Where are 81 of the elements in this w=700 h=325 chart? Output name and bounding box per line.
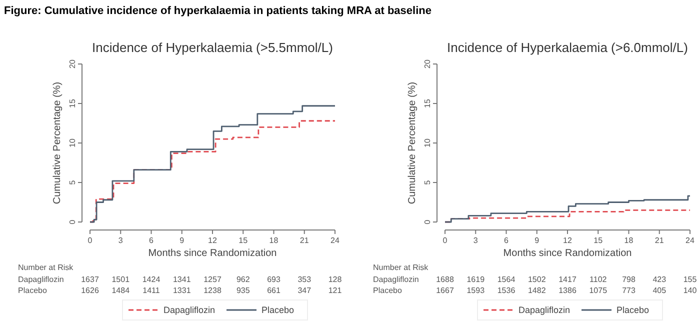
x-tick-label: 3 — [473, 236, 478, 245]
y-tick-label: 5 — [423, 180, 432, 185]
y-tick-label: 20 — [68, 59, 77, 68]
text: 353 — [298, 275, 312, 284]
x-tick-label: 24 — [686, 236, 695, 245]
text: 1238 — [204, 286, 222, 295]
text: 693 — [267, 275, 281, 284]
text: 1424 — [142, 275, 161, 284]
y-tick-label: 15 — [423, 98, 432, 108]
text: 140 — [683, 286, 698, 295]
y-tick-label: 15 — [68, 98, 77, 108]
y-axis-title: Cumulative Percentage (%) — [407, 82, 418, 204]
legend-label: Dapagliflozin — [164, 305, 216, 315]
x-tick-label: 6 — [149, 236, 154, 245]
y-tick-label: 10 — [68, 138, 77, 148]
text: 1502 — [528, 275, 546, 284]
text: 962 — [236, 275, 250, 284]
text: 1564 — [497, 275, 516, 284]
text: 128 — [328, 275, 342, 284]
text: 935 — [236, 286, 250, 295]
x-tick-label: 0 — [88, 236, 93, 245]
x-tick-label: 18 — [624, 236, 634, 245]
text: 121 — [328, 286, 342, 295]
x-tick-label: 18 — [269, 236, 279, 245]
y-tick-label: 0 — [423, 219, 432, 224]
text: 1619 — [466, 275, 486, 284]
x-tick-label: 21 — [654, 236, 664, 245]
text: Dapagliflozin — [373, 275, 419, 284]
x-tick-label: 9 — [180, 236, 185, 245]
text: 1536 — [497, 286, 516, 295]
legend-label: Dapagliflozin — [518, 305, 570, 315]
text: 1688 — [436, 275, 454, 284]
x-tick-label: 21 — [300, 236, 310, 245]
y-axis-title: Cumulative Percentage (%) — [52, 82, 63, 204]
legend-label: Placebo — [616, 305, 650, 315]
text: Figure: Cumulative incidence of hyperkalaemia in patients taking MRA at baseline — [4, 5, 432, 17]
x-tick-label: 12 — [563, 236, 572, 245]
text: 1626 — [81, 286, 100, 295]
text: 773 — [622, 286, 636, 295]
text: 1667 — [436, 286, 454, 295]
text: Number at Risk — [373, 263, 430, 272]
text: 1386 — [558, 286, 577, 295]
text: Placebo — [373, 286, 402, 295]
text: 155 — [683, 275, 698, 284]
text: 1102 — [590, 275, 608, 284]
text: 423 — [652, 275, 667, 284]
y-tick-label: 10 — [423, 138, 432, 148]
text: 1501 — [112, 275, 130, 284]
text: Number at Risk — [18, 263, 74, 272]
text: 798 — [622, 275, 636, 284]
text: 1257 — [204, 275, 222, 284]
chart-title: Incidence of Hyperkalaemia (>5.5mmol/L) — [92, 40, 333, 55]
chart-title: Incidence of Hyperkalaemia (>6.0mmol/L) — [447, 40, 688, 55]
text: 1637 — [81, 275, 100, 284]
y-tick-label: 20 — [423, 59, 432, 68]
x-axis-title: Months since Randomization — [148, 248, 277, 259]
text: 1417 — [558, 275, 577, 284]
x-tick-label: 3 — [118, 236, 124, 245]
text: 405 — [652, 286, 667, 295]
legend-label: Placebo — [262, 305, 294, 315]
x-tick-label: 12 — [208, 236, 218, 245]
x-tick-label: 0 — [442, 236, 448, 245]
x-tick-label: 9 — [534, 236, 540, 245]
text: Placebo — [18, 286, 48, 295]
y-tick-label: 0 — [68, 219, 77, 224]
text: 1075 — [589, 286, 608, 295]
text: 1593 — [466, 286, 486, 295]
text: 1331 — [172, 286, 192, 295]
text: 661 — [267, 286, 281, 295]
text: 1341 — [172, 275, 192, 284]
y-tick-label: 5 — [68, 180, 77, 185]
text: 1482 — [528, 286, 546, 295]
x-axis-title: Months since Randomization — [503, 248, 632, 259]
text: 347 — [298, 286, 312, 295]
text: Dapagliflozin — [18, 275, 64, 284]
x-tick-label: 15 — [594, 236, 604, 245]
x-tick-label: 24 — [330, 236, 340, 245]
x-tick-label: 15 — [238, 236, 248, 245]
text: 1411 — [142, 286, 160, 295]
x-tick-label: 6 — [504, 236, 510, 245]
text: 1484 — [112, 286, 130, 295]
